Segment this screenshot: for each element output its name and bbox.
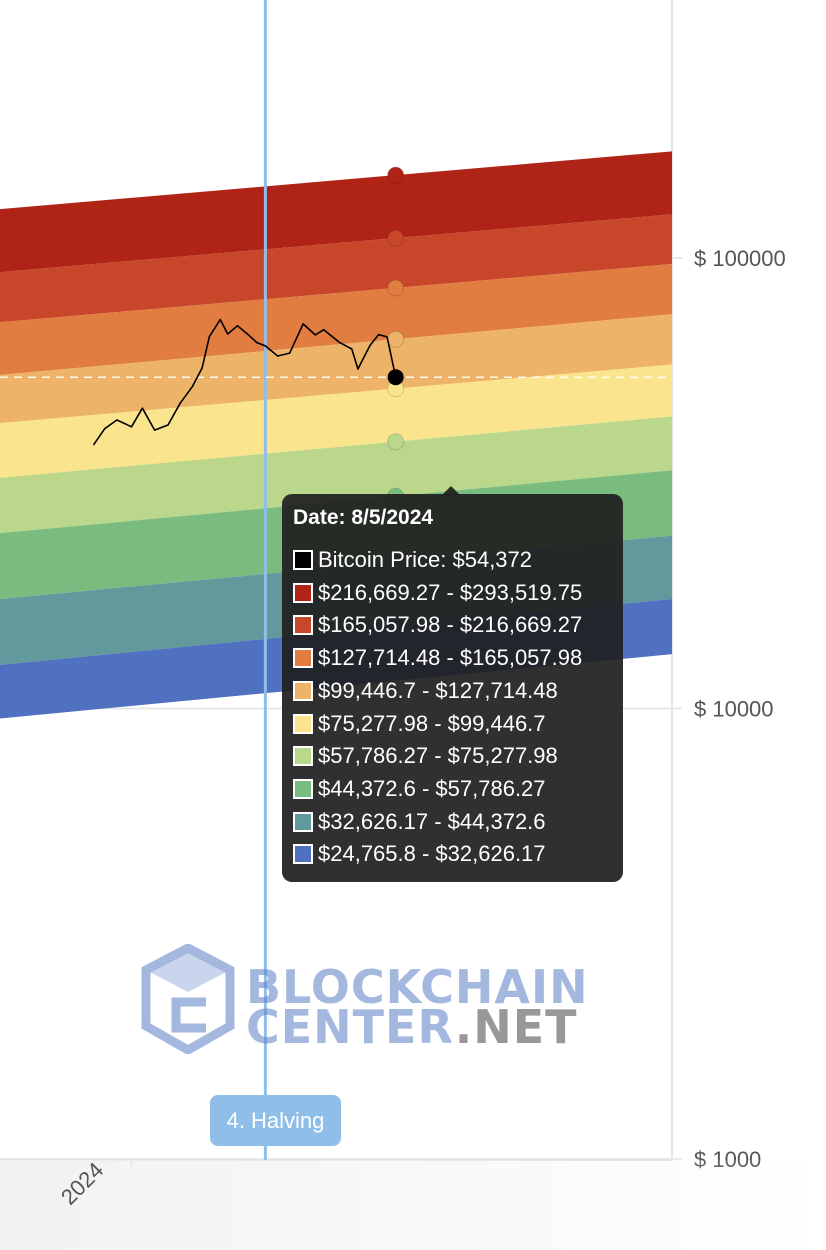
price-point [141,407,144,409]
tooltip-row: $75,277.98 - $99,446.7 [293,710,546,738]
tooltip-row: $24,765.8 - $32,626.17 [293,840,546,868]
bottom-axis-shade [0,1160,826,1250]
band-1 [0,151,672,273]
tooltip-row: $127,714.48 - $165,057.98 [293,644,582,672]
tooltip-swatch [293,844,313,865]
price-point [264,345,266,347]
price-point [201,367,203,369]
price-point [369,344,371,346]
price-point [302,323,304,325]
band-6 [0,416,672,534]
price-point [208,336,210,338]
tooltip-row: $216,669.27 - $293,519.75 [293,579,582,607]
watermark-line2: CENTER.NET [246,1004,578,1050]
tooltip-swatch [293,582,313,603]
band-2 [0,214,672,323]
tooltip-row-label: $75,277.98 - $99,446.7 [318,710,546,736]
band-dot-3 [387,279,405,297]
price-point [351,348,353,350]
y-axis: $ 100000$ 10000$ 1000 [694,246,786,1172]
tooltip-row-label: $216,669.27 - $293,519.75 [318,579,583,605]
price-point [378,334,380,336]
tooltip-row: $57,786.27 - $75,277.98 [293,742,558,770]
y-tick-label: $ 100000 [694,246,786,271]
tooltip-row: $32,626.17 - $44,372.6 [293,808,546,836]
tooltip-row-label: $99,446.7 - $127,714.48 [318,677,558,703]
price-series [93,318,404,446]
tooltip-caret [442,486,460,495]
band-dot-1 [387,166,405,184]
price-point [276,355,279,357]
tooltip-title: Date: 8/5/2024 [293,506,434,529]
price-point [167,424,169,426]
watermark-center: CENTER [246,1000,455,1054]
tooltip-row: Bitcoin Price: $54,372 [293,546,532,574]
chart-tooltip: Date: 8/5/2024 Bitcoin Price: $54,372 $21… [282,486,623,882]
price-point [246,333,248,335]
tooltip-row-label: $165,057.98 - $216,669.27 [318,612,583,638]
tooltip-row: $165,057.98 - $216,669.27 [293,611,582,639]
y-tick-label: $ 10000 [694,697,774,722]
price-point [256,341,258,344]
band-4 [0,314,672,424]
tooltip-row-label: $44,372.6 - $57,786.27 [318,775,546,801]
tooltip-row: $44,372.6 - $57,786.27 [293,775,546,803]
price-point [154,429,156,431]
watermark-line1: BLOCKCHAIN [246,960,589,1014]
tooltip-swatch [293,550,313,570]
tooltip-row: $99,446.7 - $127,714.48 [293,677,558,705]
price-point [93,444,95,446]
tooltip-row-label: $57,786.27 - $75,277.98 [318,743,558,769]
tooltip-row-label: $127,714.48 - $165,057.98 [318,645,583,671]
current-price-marker [387,369,404,386]
tooltip-swatch [293,746,313,767]
tooltip-swatch [293,778,313,799]
watermark-logo: BLOCKCHAIN CENTER.NET [138,942,588,1056]
price-point [179,402,181,404]
tooltip-row-label: Bitcoin Price: $54,372 [318,547,533,572]
reference-lines [263,0,267,1160]
band-5 [0,364,672,478]
tooltip-row-label: $32,626.17 - $44,372.6 [318,808,546,834]
tooltip-swatch [293,648,313,669]
blockchain-cube-icon [141,942,235,1056]
tooltip-swatch [293,680,313,701]
tooltip-swatch [293,811,313,832]
watermark-net: .NET [454,1000,578,1054]
price-point [323,329,325,331]
price-point [339,341,341,344]
price-point [191,386,193,388]
price-point [289,352,291,354]
band-dot-6 [387,433,405,451]
price-point [357,368,359,370]
band-3 [0,263,672,375]
price-point [236,325,238,327]
price-point [386,336,388,338]
price-point [219,318,221,321]
band-dot-2 [387,229,405,247]
tooltip-row-label: $24,765.8 - $32,626.17 [318,841,546,867]
price-point [104,428,106,430]
halving-label: 4. Halving [210,1095,341,1146]
tooltip-swatch [293,615,313,636]
band-dot-4 [387,330,405,348]
price-point [130,426,133,428]
tooltip-swatch [293,713,313,734]
price-point [314,334,316,336]
price-point [227,333,229,335]
price-point [116,419,118,421]
